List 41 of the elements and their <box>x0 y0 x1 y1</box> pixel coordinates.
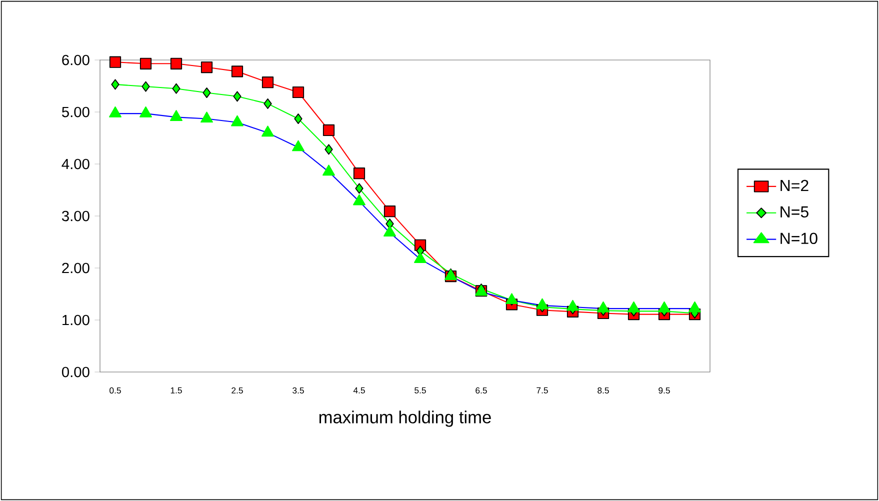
y-tick-label: 0.00 <box>62 366 90 378</box>
point <box>355 183 364 194</box>
y-tick-label: 1.00 <box>62 314 90 326</box>
point <box>142 81 150 92</box>
x-tick-label: 2.5 <box>232 387 243 394</box>
point <box>200 61 213 74</box>
point <box>231 66 244 78</box>
point <box>262 76 274 88</box>
point <box>111 79 120 90</box>
x-tick-label: 4.5 <box>353 387 365 394</box>
point <box>322 124 335 136</box>
y-tick-label: 6.00 <box>62 54 90 66</box>
point <box>170 58 182 70</box>
x-tick-label: 0.5 <box>110 387 121 394</box>
point <box>384 206 396 218</box>
legend-label: N=5 <box>780 206 808 218</box>
x-axis-title: maximum holding time <box>319 410 491 427</box>
point <box>109 56 122 68</box>
x-tick-label: 6.5 <box>476 387 487 394</box>
point <box>294 113 302 124</box>
point <box>292 86 304 98</box>
legend-label: N=10 <box>780 232 818 244</box>
x-tick-label: 7.5 <box>536 387 548 394</box>
point <box>172 83 180 94</box>
y-tick-label: 4.00 <box>62 158 90 170</box>
legend-label: N=2 <box>780 180 808 192</box>
x-tick-label: 5.5 <box>414 387 426 394</box>
point <box>386 218 394 230</box>
x-tick-label: 9.5 <box>658 387 670 394</box>
point <box>264 98 272 109</box>
x-tick-label: 3.5 <box>292 387 304 394</box>
point <box>324 144 333 155</box>
x-tick-label: 1.5 <box>170 387 182 394</box>
y-tick-label: 5.00 <box>62 106 90 118</box>
point <box>233 91 242 102</box>
point <box>202 87 211 98</box>
point <box>353 168 366 180</box>
point <box>140 58 152 70</box>
y-tick-label: 2.00 <box>62 262 90 274</box>
y-tick-label: 3.00 <box>62 210 90 222</box>
x-tick-label: 8.5 <box>598 387 609 394</box>
